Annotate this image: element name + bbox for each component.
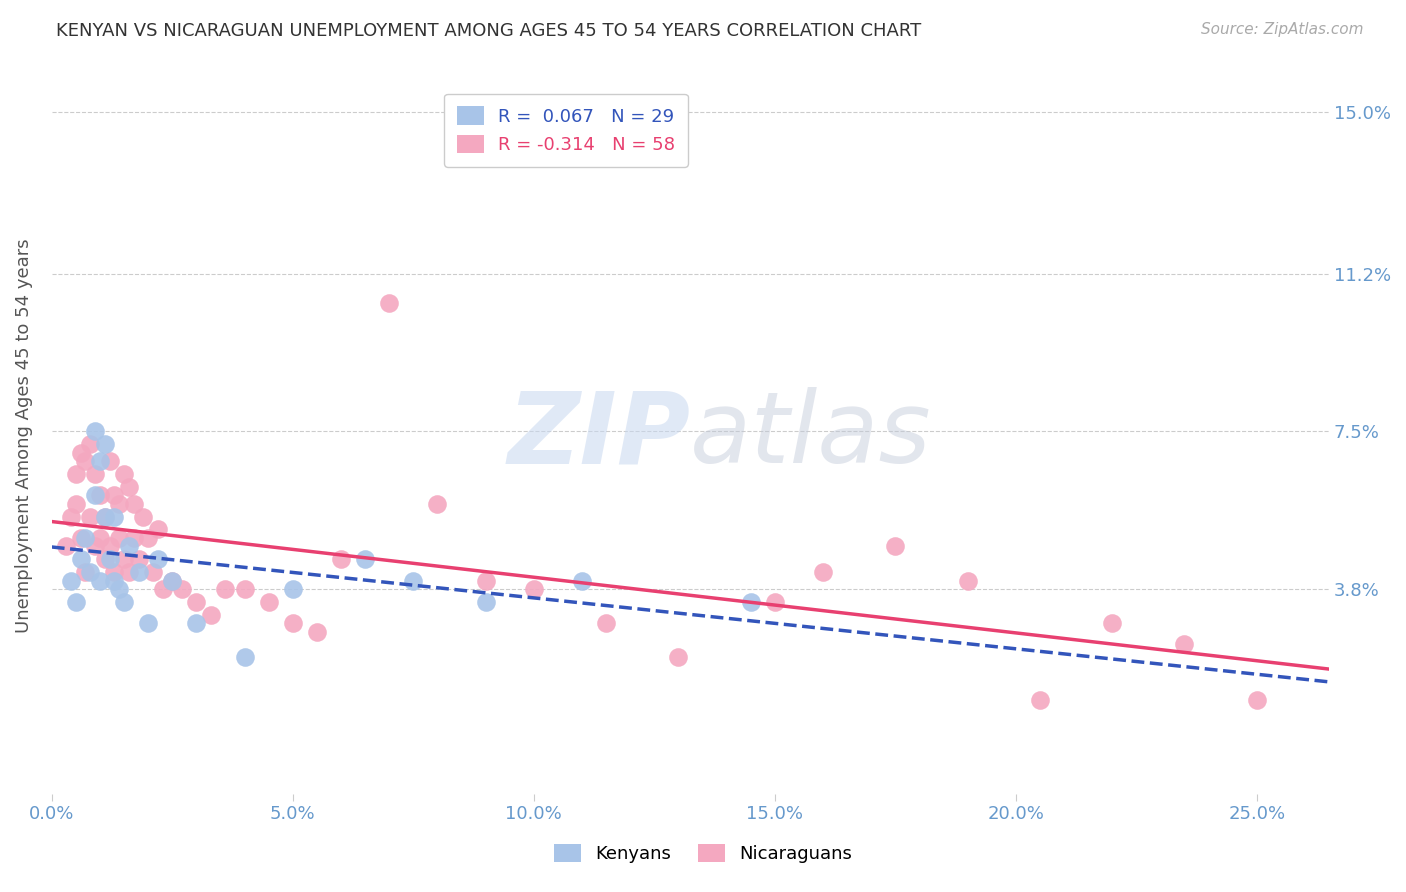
Point [595, 616, 617, 631]
Point [103, 488, 125, 502]
Point [84, 467, 107, 481]
Point [257, 595, 280, 609]
Point [79, 565, 101, 579]
Point [146, 552, 169, 566]
Point [118, 480, 141, 494]
Point [763, 595, 786, 609]
Point [89, 531, 111, 545]
Point [108, 582, 131, 596]
Point [233, 650, 256, 665]
Text: ZIP: ZIP [508, 387, 690, 484]
Point [378, 296, 401, 310]
Point [136, 616, 159, 631]
Point [103, 509, 125, 524]
Point [98, 540, 121, 554]
Point [1246, 693, 1268, 707]
Point [89, 454, 111, 468]
Point [84, 540, 107, 554]
Point [474, 574, 496, 588]
Point [69, 531, 91, 545]
Point [214, 582, 236, 596]
Point [136, 531, 159, 545]
Point [354, 552, 377, 566]
Point [233, 582, 256, 596]
Point [1173, 637, 1195, 651]
Point [170, 582, 193, 596]
Text: Source: ZipAtlas.com: Source: ZipAtlas.com [1201, 22, 1364, 37]
Point [281, 582, 304, 596]
Point [98, 454, 121, 468]
Point [666, 650, 689, 665]
Point [65, 595, 87, 609]
Point [186, 616, 208, 631]
Point [1101, 616, 1123, 631]
Point [60, 574, 83, 588]
Point [118, 565, 141, 579]
Point [740, 595, 762, 609]
Point [811, 565, 834, 579]
Point [112, 595, 135, 609]
Text: KENYAN VS NICARAGUAN UNEMPLOYMENT AMONG AGES 45 TO 54 YEARS CORRELATION CHART: KENYAN VS NICARAGUAN UNEMPLOYMENT AMONG … [56, 22, 921, 40]
Point [329, 552, 352, 566]
Point [103, 574, 125, 588]
Point [523, 582, 546, 596]
Point [108, 497, 131, 511]
Point [122, 497, 145, 511]
Point [94, 509, 117, 524]
Point [103, 565, 125, 579]
Point [884, 540, 907, 554]
Legend: R =  0.067   N = 29, R = -0.314   N = 58: R = 0.067 N = 29, R = -0.314 N = 58 [444, 94, 688, 167]
Point [1029, 693, 1052, 707]
Point [84, 425, 107, 439]
Point [75, 531, 97, 545]
Point [55, 540, 77, 554]
Point [122, 531, 145, 545]
Legend: Kenyans, Nicaraguans: Kenyans, Nicaraguans [543, 833, 863, 874]
Point [89, 574, 111, 588]
Point [186, 595, 208, 609]
Point [474, 595, 496, 609]
Point [89, 488, 111, 502]
Point [426, 497, 449, 511]
Point [132, 509, 155, 524]
Point [128, 565, 150, 579]
Point [94, 509, 117, 524]
Point [84, 488, 107, 502]
Point [152, 582, 174, 596]
Point [65, 497, 87, 511]
Point [956, 574, 979, 588]
Point [571, 574, 593, 588]
Text: atlas: atlas [690, 387, 932, 484]
Point [146, 522, 169, 536]
Point [65, 467, 87, 481]
Point [112, 467, 135, 481]
Point [162, 574, 184, 588]
Point [75, 454, 97, 468]
Point [60, 509, 83, 524]
Point [142, 565, 165, 579]
Point [108, 531, 131, 545]
Point [79, 509, 101, 524]
Point [281, 616, 304, 631]
Point [69, 552, 91, 566]
Point [75, 565, 97, 579]
Point [305, 624, 328, 639]
Point [118, 540, 141, 554]
Point [200, 607, 222, 622]
Point [162, 574, 184, 588]
Point [98, 552, 121, 566]
Point [79, 437, 101, 451]
Y-axis label: Unemployment Among Ages 45 to 54 years: Unemployment Among Ages 45 to 54 years [15, 238, 32, 632]
Point [94, 552, 117, 566]
Point [69, 445, 91, 459]
Point [128, 552, 150, 566]
Point [112, 552, 135, 566]
Point [402, 574, 425, 588]
Point [94, 437, 117, 451]
